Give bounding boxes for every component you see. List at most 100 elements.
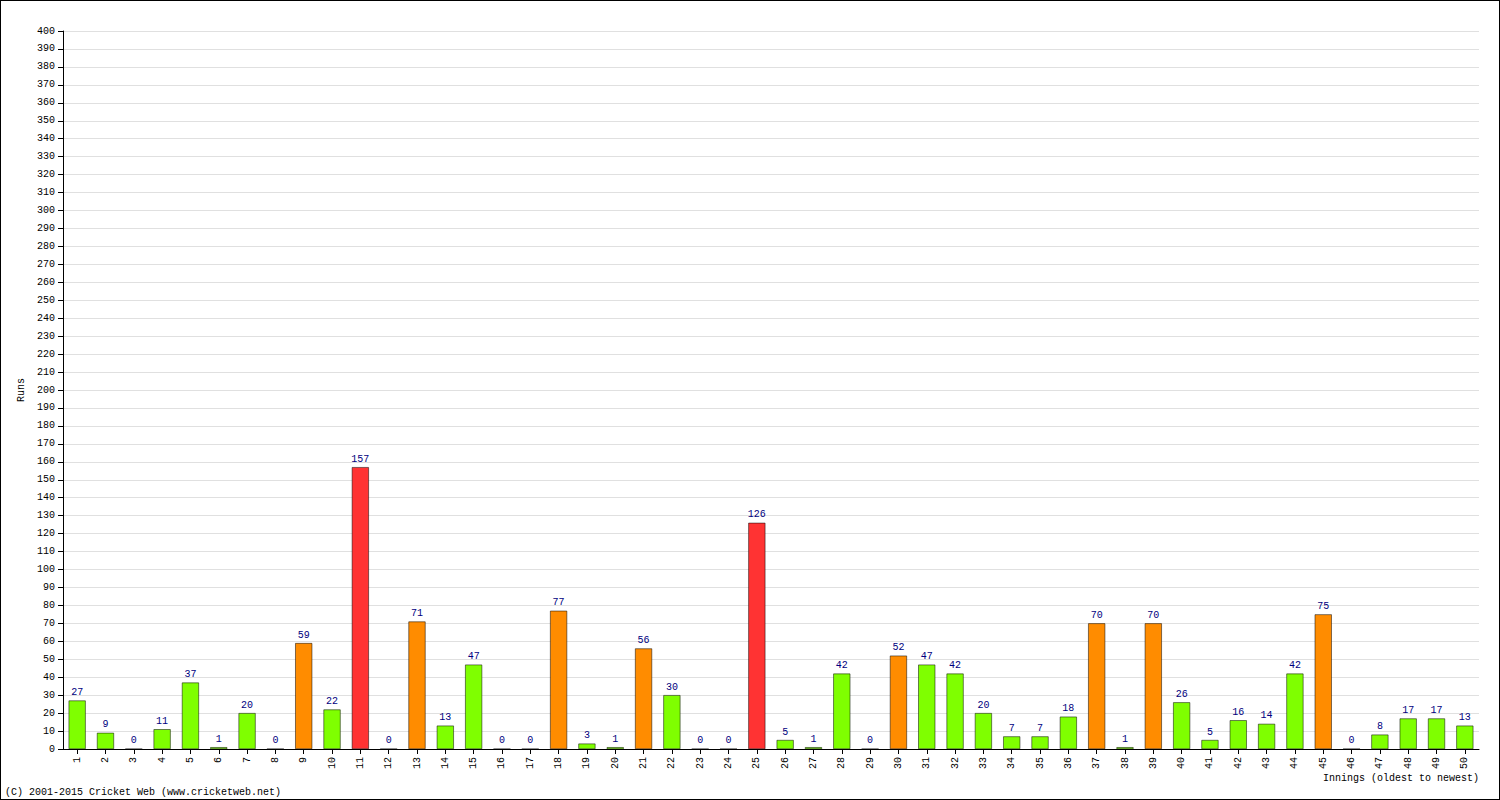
svg-text:190: 190 [37, 402, 55, 413]
svg-text:100: 100 [37, 564, 55, 575]
svg-text:11: 11 [355, 757, 366, 769]
svg-text:6: 6 [213, 757, 224, 763]
svg-text:2: 2 [100, 757, 111, 763]
svg-text:77: 77 [553, 597, 565, 608]
svg-text:18: 18 [1062, 703, 1074, 714]
svg-text:17: 17 [1402, 705, 1414, 716]
svg-text:26: 26 [1176, 689, 1188, 700]
svg-text:5: 5 [1207, 727, 1213, 738]
svg-text:Runs: Runs [16, 378, 27, 402]
svg-text:0: 0 [1349, 735, 1355, 746]
svg-text:5: 5 [185, 757, 196, 763]
svg-text:43: 43 [1261, 757, 1272, 769]
svg-text:38: 38 [1120, 757, 1131, 769]
svg-text:290: 290 [37, 223, 55, 234]
svg-text:13: 13 [1459, 712, 1471, 723]
svg-text:30: 30 [43, 690, 55, 701]
svg-text:8: 8 [270, 757, 281, 763]
svg-text:37: 37 [1091, 757, 1102, 769]
svg-text:330: 330 [37, 151, 55, 162]
svg-text:34: 34 [1006, 757, 1017, 769]
svg-text:(C) 2001-2015 Cricket Web (www: (C) 2001-2015 Cricket Web (www.cricketwe… [5, 787, 281, 798]
svg-text:14: 14 [1261, 710, 1273, 721]
svg-text:36: 36 [1063, 757, 1074, 769]
svg-text:0: 0 [499, 735, 505, 746]
svg-text:126: 126 [748, 509, 766, 520]
svg-text:16: 16 [1232, 707, 1244, 718]
svg-text:33: 33 [978, 757, 989, 769]
svg-text:1: 1 [72, 757, 83, 763]
svg-text:170: 170 [37, 438, 55, 449]
svg-text:300: 300 [37, 205, 55, 216]
svg-text:0: 0 [386, 735, 392, 746]
svg-text:46: 46 [1346, 757, 1357, 769]
svg-text:350: 350 [37, 115, 55, 126]
svg-text:37: 37 [184, 669, 196, 680]
svg-text:42: 42 [1289, 660, 1301, 671]
svg-text:7: 7 [1037, 723, 1043, 734]
svg-text:8: 8 [1377, 721, 1383, 732]
svg-text:80: 80 [43, 600, 55, 611]
svg-text:50: 50 [1459, 757, 1470, 769]
svg-text:240: 240 [37, 313, 55, 324]
svg-text:39: 39 [1148, 757, 1159, 769]
svg-text:11: 11 [156, 716, 168, 727]
svg-text:41: 41 [1204, 757, 1215, 769]
svg-text:400: 400 [37, 26, 55, 37]
svg-text:250: 250 [37, 295, 55, 306]
svg-text:14: 14 [440, 757, 451, 769]
svg-text:90: 90 [43, 582, 55, 593]
svg-text:42: 42 [836, 660, 848, 671]
svg-text:5: 5 [782, 727, 788, 738]
svg-text:120: 120 [37, 528, 55, 539]
svg-text:52: 52 [892, 642, 904, 653]
svg-text:Innings (oldest to newest): Innings (oldest to newest) [1323, 773, 1479, 784]
svg-text:70: 70 [43, 618, 55, 629]
svg-text:70: 70 [1147, 610, 1159, 621]
svg-text:20: 20 [241, 700, 253, 711]
svg-text:23: 23 [695, 757, 706, 769]
svg-text:24: 24 [723, 757, 734, 769]
svg-text:42: 42 [1233, 757, 1244, 769]
svg-text:49: 49 [1431, 757, 1442, 769]
svg-text:1: 1 [1122, 734, 1128, 745]
svg-text:16: 16 [496, 757, 507, 769]
svg-text:31: 31 [921, 757, 932, 769]
svg-text:22: 22 [666, 757, 677, 769]
svg-text:7: 7 [242, 757, 253, 763]
svg-text:18: 18 [553, 757, 564, 769]
svg-text:3: 3 [584, 730, 590, 741]
svg-text:12: 12 [383, 757, 394, 769]
svg-text:17: 17 [525, 757, 536, 769]
svg-text:310: 310 [37, 187, 55, 198]
svg-text:9: 9 [298, 757, 309, 763]
svg-text:27: 27 [808, 757, 819, 769]
svg-text:42: 42 [949, 660, 961, 671]
svg-text:15: 15 [468, 757, 479, 769]
svg-text:320: 320 [37, 169, 55, 180]
svg-text:26: 26 [780, 757, 791, 769]
svg-text:360: 360 [37, 97, 55, 108]
svg-text:180: 180 [37, 420, 55, 431]
svg-text:0: 0 [867, 735, 873, 746]
svg-text:60: 60 [43, 636, 55, 647]
svg-text:28: 28 [836, 757, 847, 769]
svg-text:21: 21 [638, 757, 649, 769]
svg-text:44: 44 [1289, 757, 1300, 769]
svg-text:13: 13 [412, 757, 423, 769]
svg-text:59: 59 [298, 630, 310, 641]
svg-text:370: 370 [37, 79, 55, 90]
svg-text:50: 50 [43, 654, 55, 665]
svg-text:130: 130 [37, 510, 55, 521]
svg-text:4: 4 [157, 757, 168, 763]
svg-text:40: 40 [43, 672, 55, 683]
svg-text:260: 260 [37, 277, 55, 288]
svg-text:20: 20 [977, 700, 989, 711]
svg-text:280: 280 [37, 241, 55, 252]
svg-text:200: 200 [37, 385, 55, 396]
svg-text:13: 13 [439, 712, 451, 723]
svg-text:270: 270 [37, 259, 55, 270]
svg-text:48: 48 [1403, 757, 1414, 769]
svg-text:230: 230 [37, 331, 55, 342]
svg-text:340: 340 [37, 133, 55, 144]
